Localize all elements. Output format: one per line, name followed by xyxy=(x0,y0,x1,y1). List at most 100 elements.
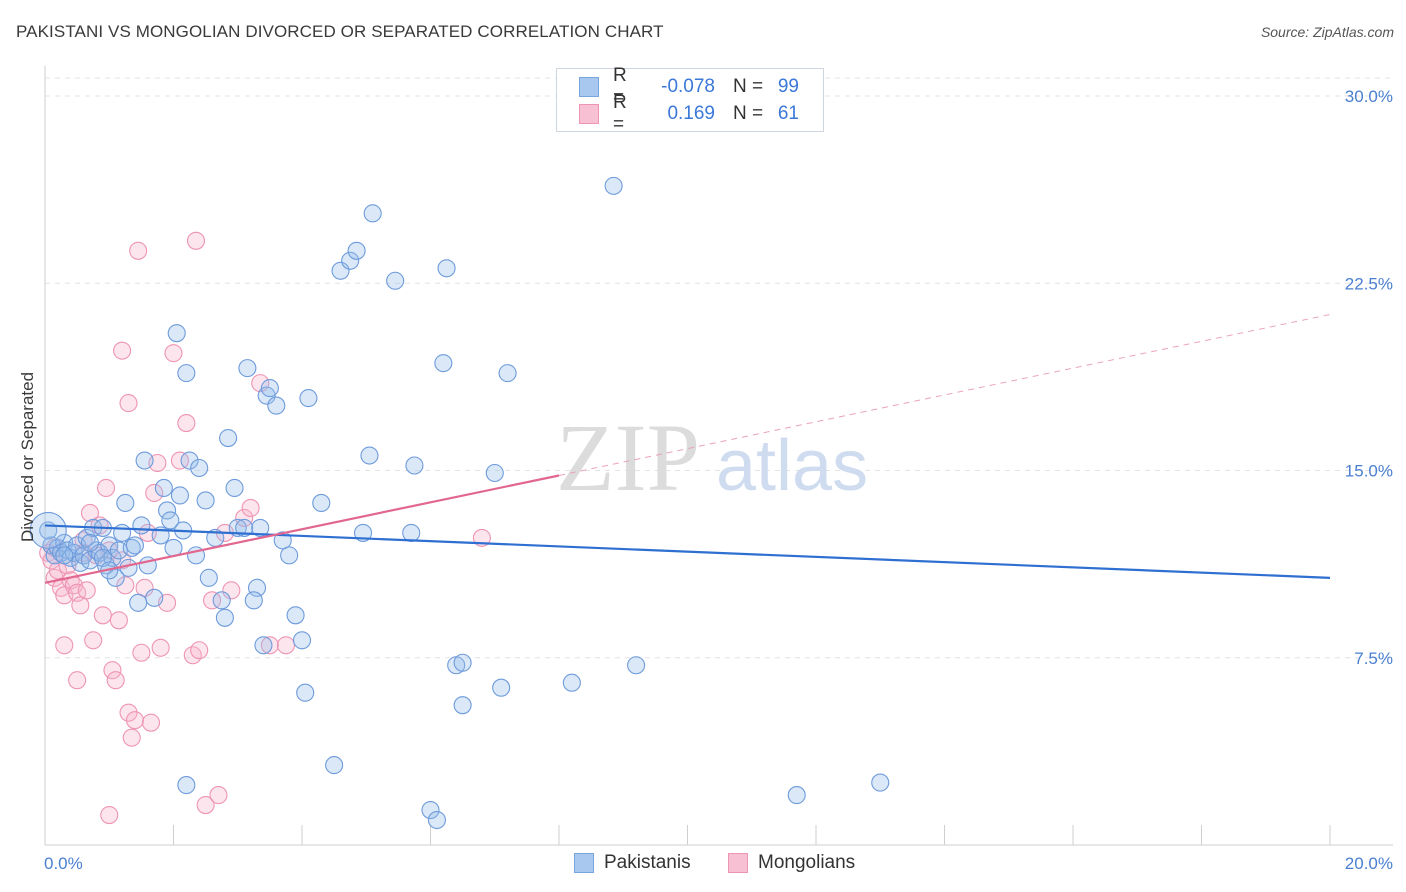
watermark-zip: ZIP xyxy=(556,404,700,511)
legend-r-value: -0.078 xyxy=(661,76,715,97)
tick-labels: 7.5% 15.0% 22.5% 30.0% 0.0% 20.0% xyxy=(44,87,1393,873)
legend-row-pakistanis: R = -0.078 N = 99 xyxy=(579,65,799,108)
x-tick-label: 0.0% xyxy=(44,854,83,873)
pakistani-point xyxy=(125,536,144,555)
mongolian-point xyxy=(109,611,128,630)
pakistani-point xyxy=(116,493,135,513)
pakistani-point xyxy=(296,683,315,702)
legend-swatch-pink xyxy=(728,853,748,873)
pakistani-point xyxy=(180,451,199,470)
legend-label: Mongolians xyxy=(758,852,856,873)
mongolian-point xyxy=(203,591,222,610)
pakistani-point xyxy=(260,379,279,398)
chart-title: PAKISTANI VS MONGOLIAN DIVORCED OR SEPAR… xyxy=(16,22,664,41)
legend-n-value: 99 xyxy=(777,76,799,97)
pakistani-point xyxy=(235,518,254,537)
trend-line-pakistanis xyxy=(44,524,1331,579)
mongolian-point xyxy=(116,576,135,595)
trend-lines xyxy=(44,313,1331,584)
pakistani-point xyxy=(177,776,196,795)
pakistani-point xyxy=(604,176,623,195)
source-credit: Source: ZipAtlas.com xyxy=(1260,24,1394,40)
mongolian-point xyxy=(119,703,138,722)
pakistani-point xyxy=(251,518,270,537)
y-tick-label: 30.0% xyxy=(1345,87,1393,106)
pakistani-point xyxy=(113,523,132,542)
legend-item-pakistanis[interactable]: Pakistanis xyxy=(574,852,691,874)
y-tick-label: 22.5% xyxy=(1345,274,1393,293)
legend-swatch-blue xyxy=(579,77,599,97)
watermark: ZIP atlas xyxy=(556,404,868,511)
pakistani-point xyxy=(129,593,148,612)
pakistani-point xyxy=(154,478,173,498)
pakistani-point xyxy=(787,786,806,805)
pakistani-point xyxy=(119,558,138,577)
mongolian-point xyxy=(55,636,74,655)
pakistani-point xyxy=(363,204,382,223)
pakistani-point xyxy=(331,261,350,280)
pakistani-point xyxy=(122,538,141,557)
pakistani-point xyxy=(80,533,100,552)
mongolian-point xyxy=(141,713,161,732)
pakistani-point xyxy=(421,800,440,820)
pakistani-point xyxy=(405,456,424,475)
pakistani-point xyxy=(402,523,421,542)
pakistani-point xyxy=(238,359,257,378)
pakistani-point xyxy=(492,678,511,697)
pakistani-point xyxy=(627,656,646,675)
pakistani-point xyxy=(292,631,312,650)
legend-r-label: R = xyxy=(613,92,627,135)
pakistani-point xyxy=(244,591,263,610)
mongolian-point xyxy=(170,451,189,470)
mongolian-point xyxy=(276,636,295,655)
pakistani-point xyxy=(190,458,209,478)
pakistani-point xyxy=(212,591,231,610)
pakistani-point-large xyxy=(29,511,67,549)
pakistani-point xyxy=(312,493,331,513)
pakistani-point xyxy=(177,364,196,383)
mongolian-point xyxy=(222,581,241,600)
pakistani-point xyxy=(280,546,299,565)
y-tick-label: 15.0% xyxy=(1345,462,1393,481)
mongolian-point xyxy=(129,241,148,260)
pakistani-point xyxy=(325,756,344,775)
x-tick-label: 20.0% xyxy=(1345,854,1393,873)
legend-item-mongolians[interactable]: Mongolians xyxy=(728,852,855,874)
mongolian-point xyxy=(84,631,103,650)
mongolian-point xyxy=(196,796,215,815)
mongolian-point xyxy=(68,671,87,690)
axes xyxy=(44,66,1393,846)
legend-row-mongolians: R = 0.169 N = 61 xyxy=(579,92,799,135)
correlation-legend: R = -0.078 N = 99 R = 0.169 N = 61 xyxy=(556,65,824,135)
watermark-atlas: atlas xyxy=(716,426,868,506)
legend-r-label: R = xyxy=(613,65,627,108)
pakistani-point xyxy=(132,516,151,535)
pakistani-point xyxy=(360,446,379,465)
mongolian-point xyxy=(209,786,228,805)
mongolian-point xyxy=(122,728,141,747)
mongolian-point xyxy=(100,805,119,825)
pakistani-point xyxy=(219,428,238,448)
legend-swatch-blue xyxy=(574,853,594,873)
mongolian-point xyxy=(103,661,122,680)
mongolian-point xyxy=(132,643,151,662)
pakistani-point xyxy=(347,241,366,260)
legend-n-label: N = xyxy=(733,103,764,124)
legend-n-value: 61 xyxy=(777,103,799,124)
mongolian-point xyxy=(77,581,96,600)
mongolian-point xyxy=(135,578,154,597)
mongolian-point xyxy=(93,606,112,625)
pakistani-point xyxy=(199,568,218,587)
mongolian-point xyxy=(125,711,144,730)
legend-label: Pakistanis xyxy=(604,852,691,873)
mongolian-point xyxy=(119,394,138,413)
legend-swatch-pink xyxy=(579,104,599,124)
pakistani-point xyxy=(299,389,318,408)
mongolian-point xyxy=(96,478,116,498)
legend-n-label: N = xyxy=(733,76,764,97)
pakistani-point xyxy=(254,636,273,655)
pakistani-point xyxy=(215,608,234,627)
pakistani-point xyxy=(196,491,215,510)
mongolian-point xyxy=(145,483,164,503)
